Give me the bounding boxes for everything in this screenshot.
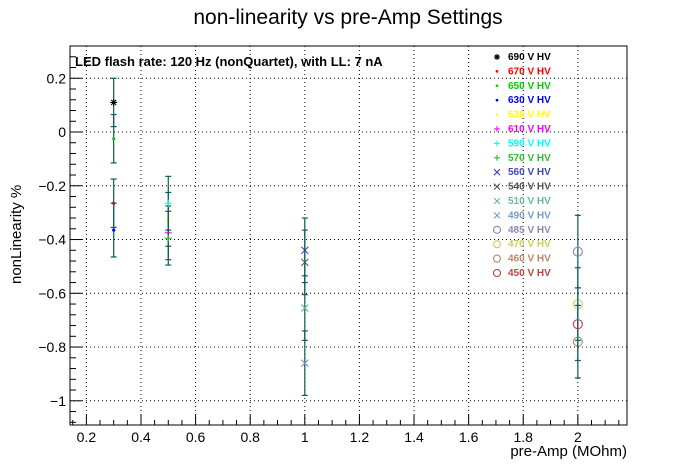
data-marks <box>110 77 583 397</box>
data-point <box>300 359 309 368</box>
legend-marker <box>494 154 500 161</box>
y-tick-label: −0.8 <box>38 339 66 355</box>
legend: 690 V HV 670 V HV 650 V HV 630 V HV 630 V HV… <box>492 52 551 279</box>
legend-marker <box>492 254 502 263</box>
legend-entry: 460 V HV <box>492 254 551 265</box>
plot-frame <box>69 45 628 426</box>
legend-label: 470 V HV <box>508 239 551 250</box>
data-point <box>164 199 172 207</box>
y-axis: 0.2 0 −0.2 −0.4 −0.6 −0.8 −1 <box>38 56 82 423</box>
grid <box>70 46 627 425</box>
chart-title: non-linearity vs pre-Amp Settings <box>193 6 502 29</box>
x-tick-label: 0.4 <box>131 429 151 445</box>
legend-label: 560 V HV <box>508 167 551 178</box>
legend-marker <box>495 84 499 88</box>
x-tick-label: 0.2 <box>77 429 97 445</box>
data-point <box>572 319 583 330</box>
legend-marker <box>494 126 500 132</box>
legend-entry: 510 V HV <box>493 196 551 207</box>
legend-entry: 470 V HV <box>492 239 551 250</box>
x-axis-label: pre-Amp (MOhm) <box>510 443 627 460</box>
series-7 <box>164 210 172 266</box>
legend-marker <box>493 183 501 190</box>
legend-label: 690 V HV <box>508 52 551 63</box>
legend-entry: 490 V HV <box>493 210 551 221</box>
legend-entry: 610 V HV <box>494 124 551 135</box>
legend-marker <box>492 225 502 234</box>
data-point <box>300 258 309 267</box>
legend-entry: 590 V HV <box>494 138 551 149</box>
series-15 <box>572 287 583 362</box>
legend-label: 590 V HV <box>508 138 551 149</box>
legend-marker <box>493 197 501 205</box>
y-tick-label: 0.2 <box>47 70 67 86</box>
data-point <box>110 98 118 106</box>
legend-entry: 690 V HV <box>494 52 551 63</box>
legend-label: 630 V HV <box>508 110 551 121</box>
x-tick-label: 1.6 <box>459 429 479 445</box>
legend-marker <box>495 98 499 102</box>
y-tick-label: 0 <box>58 124 66 140</box>
series-2 <box>110 113 117 164</box>
legend-entry: 650 V HV <box>495 81 551 92</box>
x-tick-label: 1.2 <box>350 429 370 445</box>
legend-label: 650 V HV <box>508 81 551 92</box>
legend-label: 670 V HV <box>508 66 551 77</box>
y-tick-label: −0.4 <box>38 232 66 248</box>
y-tick-label: −0.2 <box>38 178 66 194</box>
legend-entry: 630 V HV <box>495 95 551 106</box>
x-tick-label: 1.8 <box>514 429 534 445</box>
legend-marker <box>494 54 500 60</box>
x-axis: 0.2 0.4 0.6 0.8 1 1.2 1.4 1.6 1.8 2 <box>72 415 620 445</box>
legend-label: 540 V HV <box>508 182 551 193</box>
legend-label: 490 V HV <box>508 210 551 221</box>
x-tick-label: 0.8 <box>240 429 260 445</box>
data-point <box>164 234 172 242</box>
legend-label: 630 V HV <box>508 95 551 106</box>
legend-entry: 570 V HV <box>494 153 551 164</box>
x-tick-label: 1 <box>301 429 309 445</box>
legend-label: 610 V HV <box>508 124 551 135</box>
legend-label: 570 V HV <box>508 153 551 164</box>
legend-marker <box>495 113 499 116</box>
legend-label: 485 V HV <box>508 225 551 236</box>
legend-marker <box>492 268 502 278</box>
x-tick-label: 1.4 <box>404 429 424 445</box>
data-point <box>572 246 583 257</box>
y-axis-label: nonLinearity % <box>8 185 25 284</box>
legend-label: 450 V HV <box>508 268 551 279</box>
legend-entry: 450 V HV <box>492 268 551 279</box>
legend-marker <box>493 212 501 219</box>
x-tick-label: 2 <box>574 429 582 445</box>
legend-marker <box>495 70 499 73</box>
data-point <box>112 137 116 141</box>
legend-marker <box>492 240 502 249</box>
data-point <box>300 304 309 312</box>
y-tick-label: −0.6 <box>38 285 66 301</box>
error-bar <box>574 287 581 362</box>
legend-entry: 630 V HV <box>495 110 551 121</box>
x-tick-label: 0.6 <box>186 429 206 445</box>
legend-entry: 670 V HV <box>495 66 551 77</box>
legend-label: 510 V HV <box>508 196 551 207</box>
annotation: LED flash rate: 120 Hz (nonQuartet), wit… <box>75 54 383 69</box>
legend-marker <box>494 140 500 147</box>
y-tick-label: −1 <box>50 393 66 409</box>
legend-entry: 560 V HV <box>493 167 551 178</box>
series-3 <box>110 202 117 258</box>
legend-label: 460 V HV <box>508 254 551 265</box>
legend-entry: 540 V HV <box>493 182 551 193</box>
legend-marker <box>493 168 501 176</box>
series-11 <box>300 330 309 397</box>
data-point <box>112 228 116 232</box>
legend-entry: 485 V HV <box>492 225 551 236</box>
